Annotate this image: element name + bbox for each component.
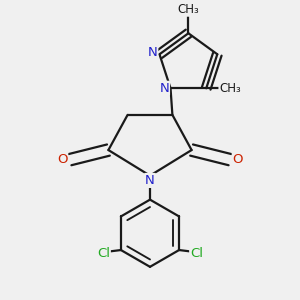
Text: N: N [159, 82, 169, 95]
Text: Cl: Cl [190, 247, 203, 260]
Text: O: O [233, 153, 243, 166]
Text: Cl: Cl [97, 247, 110, 260]
Text: CH₃: CH₃ [219, 82, 241, 95]
Text: CH₃: CH₃ [178, 3, 199, 16]
Text: N: N [148, 46, 157, 59]
Text: O: O [57, 153, 67, 166]
Text: N: N [145, 174, 155, 187]
